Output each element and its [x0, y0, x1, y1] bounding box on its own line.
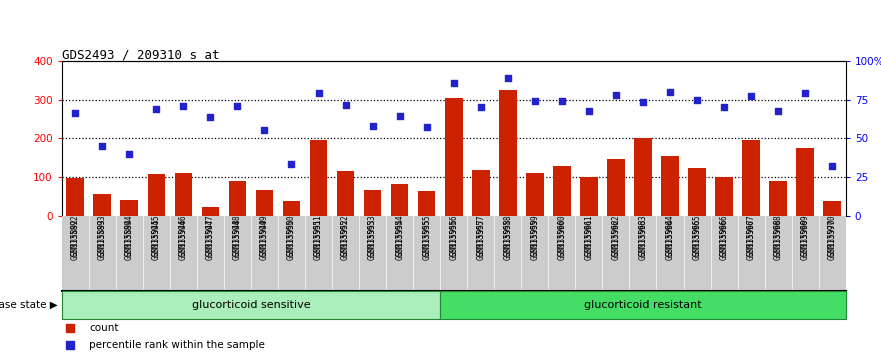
- Text: GSM135894: GSM135894: [125, 218, 134, 260]
- Text: GSM135951: GSM135951: [314, 218, 323, 260]
- Point: [257, 127, 271, 133]
- Bar: [391, 184, 409, 216]
- Text: GSM135953: GSM135953: [368, 218, 377, 260]
- Text: GSM135969: GSM135969: [801, 218, 810, 260]
- Text: disease state ▶: disease state ▶: [0, 300, 57, 310]
- Text: GSM135968: GSM135968: [774, 218, 782, 260]
- Text: GSM135963: GSM135963: [639, 218, 648, 260]
- Text: GSM135893: GSM135893: [98, 218, 107, 260]
- Bar: [499, 90, 516, 216]
- Point: [95, 143, 109, 149]
- Point: [285, 162, 299, 167]
- Bar: [526, 173, 544, 216]
- Text: glucorticoid sensitive: glucorticoid sensitive: [192, 300, 310, 310]
- Point: [447, 80, 461, 86]
- Text: GDS2493 / 209310_s_at: GDS2493 / 209310_s_at: [62, 48, 219, 61]
- Text: count: count: [89, 323, 119, 333]
- Bar: [229, 181, 246, 216]
- Point: [149, 106, 163, 112]
- Point: [636, 99, 650, 104]
- Text: percentile rank within the sample: percentile rank within the sample: [89, 340, 265, 350]
- Bar: [364, 190, 381, 216]
- Text: GSM135947: GSM135947: [206, 218, 215, 260]
- Bar: [662, 156, 678, 216]
- Bar: [440, 291, 846, 319]
- Text: GSM135892: GSM135892: [70, 218, 79, 260]
- Text: GSM135966: GSM135966: [720, 218, 729, 260]
- Text: GSM135970: GSM135970: [828, 218, 837, 260]
- Text: GSM135962: GSM135962: [611, 218, 620, 260]
- Point: [474, 105, 488, 110]
- Text: GSM135965: GSM135965: [692, 218, 701, 260]
- Text: glucorticoid resistant: glucorticoid resistant: [584, 300, 702, 310]
- Point: [500, 76, 515, 81]
- Bar: [418, 191, 435, 216]
- Bar: [553, 166, 571, 216]
- Bar: [283, 200, 300, 216]
- Bar: [337, 171, 354, 216]
- Text: GSM135945: GSM135945: [152, 218, 161, 260]
- Point: [204, 114, 218, 120]
- Text: GSM135948: GSM135948: [233, 218, 242, 260]
- Text: GSM135954: GSM135954: [396, 218, 404, 260]
- Bar: [715, 177, 733, 216]
- Point: [771, 109, 785, 114]
- Text: GSM135959: GSM135959: [530, 218, 539, 260]
- Point: [555, 98, 569, 103]
- Point: [528, 98, 542, 103]
- Bar: [580, 177, 597, 216]
- Text: GSM135946: GSM135946: [179, 218, 188, 260]
- Point: [366, 123, 380, 129]
- Point: [122, 151, 137, 157]
- Point: [176, 103, 190, 108]
- Bar: [445, 98, 463, 216]
- Point: [717, 105, 731, 110]
- Point: [581, 109, 596, 114]
- Bar: [634, 138, 652, 216]
- Text: GSM135955: GSM135955: [422, 218, 431, 260]
- Text: GSM135961: GSM135961: [584, 218, 594, 260]
- Point: [690, 97, 704, 103]
- Bar: [796, 148, 814, 216]
- Point: [744, 93, 759, 99]
- Bar: [202, 207, 219, 216]
- Bar: [472, 170, 490, 216]
- Text: GSM135964: GSM135964: [665, 218, 675, 260]
- Point: [393, 113, 407, 119]
- Bar: [93, 194, 111, 216]
- Bar: [310, 140, 328, 216]
- Point: [63, 342, 77, 348]
- Point: [419, 124, 433, 130]
- Bar: [824, 201, 841, 216]
- Text: GSM135952: GSM135952: [341, 218, 350, 260]
- Bar: [769, 181, 787, 216]
- Text: GSM135960: GSM135960: [558, 218, 566, 260]
- Point: [230, 103, 244, 109]
- Text: GSM135967: GSM135967: [746, 218, 756, 260]
- Bar: [174, 173, 192, 216]
- Point: [798, 90, 812, 96]
- Point: [312, 90, 326, 96]
- Point: [825, 163, 840, 169]
- Point: [338, 102, 352, 108]
- Bar: [688, 167, 706, 216]
- Bar: [607, 159, 625, 216]
- Bar: [255, 190, 273, 216]
- Text: GSM135950: GSM135950: [287, 218, 296, 260]
- Point: [68, 110, 82, 116]
- Bar: [743, 141, 760, 216]
- Point: [663, 89, 677, 95]
- Bar: [62, 291, 440, 319]
- Text: GSM135958: GSM135958: [503, 218, 512, 260]
- Text: GSM135957: GSM135957: [477, 218, 485, 260]
- Bar: [121, 200, 138, 216]
- Point: [63, 325, 77, 331]
- Bar: [66, 178, 84, 216]
- Bar: [147, 174, 165, 216]
- Text: GSM135956: GSM135956: [449, 218, 458, 260]
- Text: GSM135949: GSM135949: [260, 218, 269, 260]
- Point: [609, 92, 623, 98]
